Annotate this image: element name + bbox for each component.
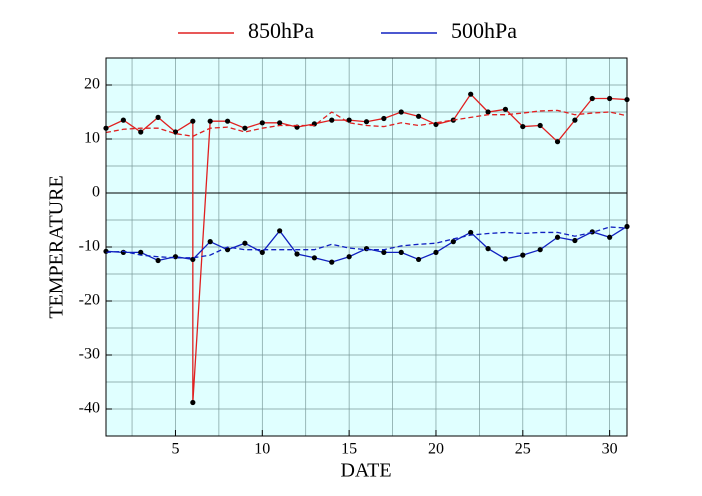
marker <box>329 259 335 265</box>
y-tick-label: -40 <box>79 400 100 417</box>
marker <box>607 234 613 240</box>
marker <box>242 125 248 131</box>
marker <box>259 120 265 126</box>
x-axis-label: DATE <box>340 460 391 482</box>
marker <box>207 118 213 124</box>
marker <box>416 113 422 119</box>
x-tick-label: 20 <box>428 441 444 458</box>
marker <box>381 115 387 122</box>
marker <box>224 118 231 124</box>
marker <box>520 123 526 130</box>
marker <box>155 114 161 120</box>
x-tick-label: 5 <box>171 441 179 458</box>
marker <box>520 252 526 258</box>
y-tick-label: -20 <box>79 292 100 309</box>
marker <box>155 257 161 264</box>
marker <box>311 255 317 261</box>
x-tick-label: 25 <box>515 441 531 458</box>
marker <box>172 129 179 135</box>
marker <box>346 254 352 260</box>
marker <box>537 122 543 129</box>
marker <box>502 256 509 262</box>
legend-label: 850hPa <box>248 18 314 43</box>
marker <box>572 237 578 244</box>
y-axis-label: TEMPERATURE <box>46 175 68 318</box>
marker <box>172 254 179 260</box>
marker <box>485 246 491 252</box>
y-tick-label: 20 <box>84 76 100 93</box>
marker <box>138 249 144 255</box>
marker <box>554 139 561 145</box>
marker <box>607 95 613 102</box>
marker <box>433 249 439 255</box>
marker <box>259 249 265 255</box>
marker <box>207 239 213 245</box>
x-tick-label: 15 <box>341 441 357 458</box>
marker <box>120 249 126 255</box>
marker <box>329 117 335 123</box>
line <box>105 93 628 403</box>
marker <box>398 249 404 255</box>
marker <box>138 129 144 135</box>
marker <box>398 109 404 115</box>
x-tick-label: 10 <box>254 441 270 458</box>
marker <box>450 239 456 245</box>
marker <box>468 91 474 97</box>
marker <box>502 106 509 112</box>
x-tick-label: 30 <box>602 441 618 458</box>
marker <box>363 119 370 125</box>
marker <box>190 399 196 406</box>
marker <box>294 251 300 257</box>
marker <box>224 247 231 253</box>
y-tick-label: 10 <box>84 130 100 147</box>
y-tick-label: -30 <box>79 346 100 363</box>
line <box>105 109 628 137</box>
marker <box>363 246 370 252</box>
legend-label: 500hPa <box>451 18 517 43</box>
marker <box>346 117 352 123</box>
marker <box>554 234 561 240</box>
marker <box>190 118 196 124</box>
marker <box>381 249 387 255</box>
marker <box>485 109 491 115</box>
marker <box>120 117 126 123</box>
line <box>105 226 628 259</box>
marker <box>572 117 578 123</box>
marker <box>537 247 543 253</box>
marker <box>416 256 422 263</box>
marker <box>277 228 283 234</box>
y-tick-label: -10 <box>79 238 100 255</box>
marker <box>242 240 248 246</box>
marker <box>468 229 474 236</box>
marker <box>589 95 595 102</box>
plot-frame <box>105 57 628 437</box>
marker <box>277 120 283 126</box>
y-tick-label: 0 <box>92 184 100 201</box>
